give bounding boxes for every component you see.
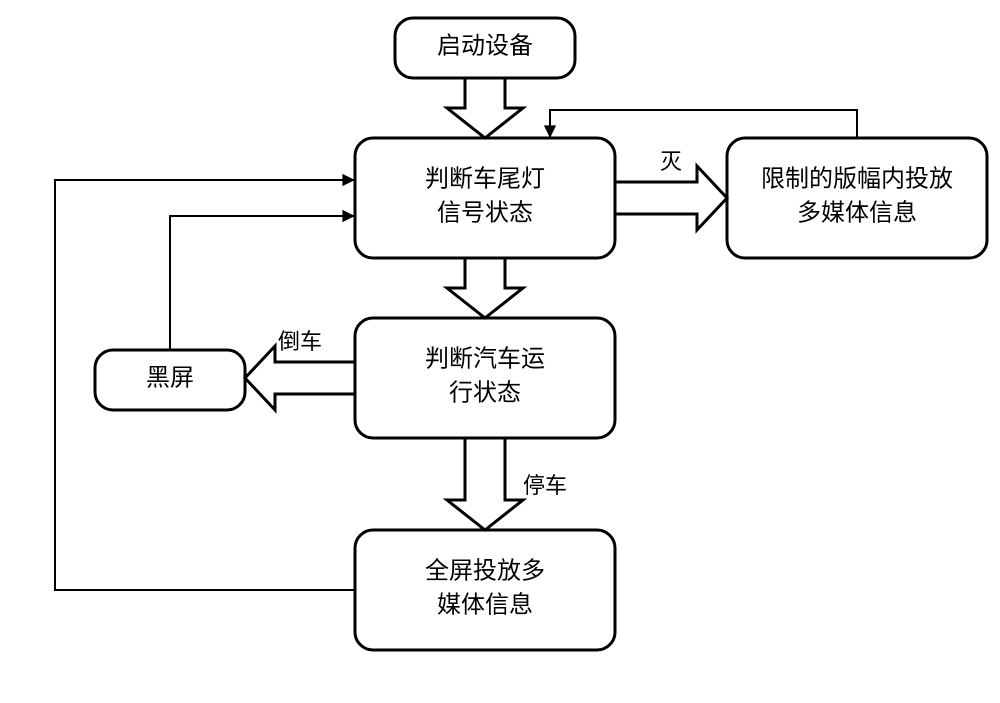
label-reverse: 倒车 <box>278 329 322 354</box>
node-black-label: 黑屏 <box>146 366 194 392</box>
node-judge1-label: 判断车尾灯 <box>425 166 545 193</box>
node-media_limited-label: 限制的版幅内投放 <box>761 166 953 193</box>
node-judge1: 判断车尾灯信号状态 <box>355 138 615 258</box>
node-judge2: 判断汽车运行状态 <box>355 318 615 438</box>
node-media_limited-label: 多媒体信息 <box>797 200 917 227</box>
node-media_full-label: 媒体信息 <box>437 592 533 619</box>
node-start: 启动设备 <box>395 18 575 78</box>
node-judge2-label: 判断汽车运 <box>425 346 545 373</box>
node-judge1-label: 信号状态 <box>437 200 533 227</box>
node-media_full-label: 全屏投放多 <box>425 558 545 585</box>
node-media_full: 全屏投放多媒体信息 <box>355 530 615 650</box>
node-start-label: 启动设备 <box>437 33 533 60</box>
node-judge2-label: 行状态 <box>449 380 521 407</box>
label-park: 停车 <box>523 473 567 498</box>
node-media_limited: 限制的版幅内投放多媒体信息 <box>727 138 987 258</box>
label-off: 灭 <box>660 149 682 174</box>
node-black: 黑屏 <box>95 350 245 410</box>
